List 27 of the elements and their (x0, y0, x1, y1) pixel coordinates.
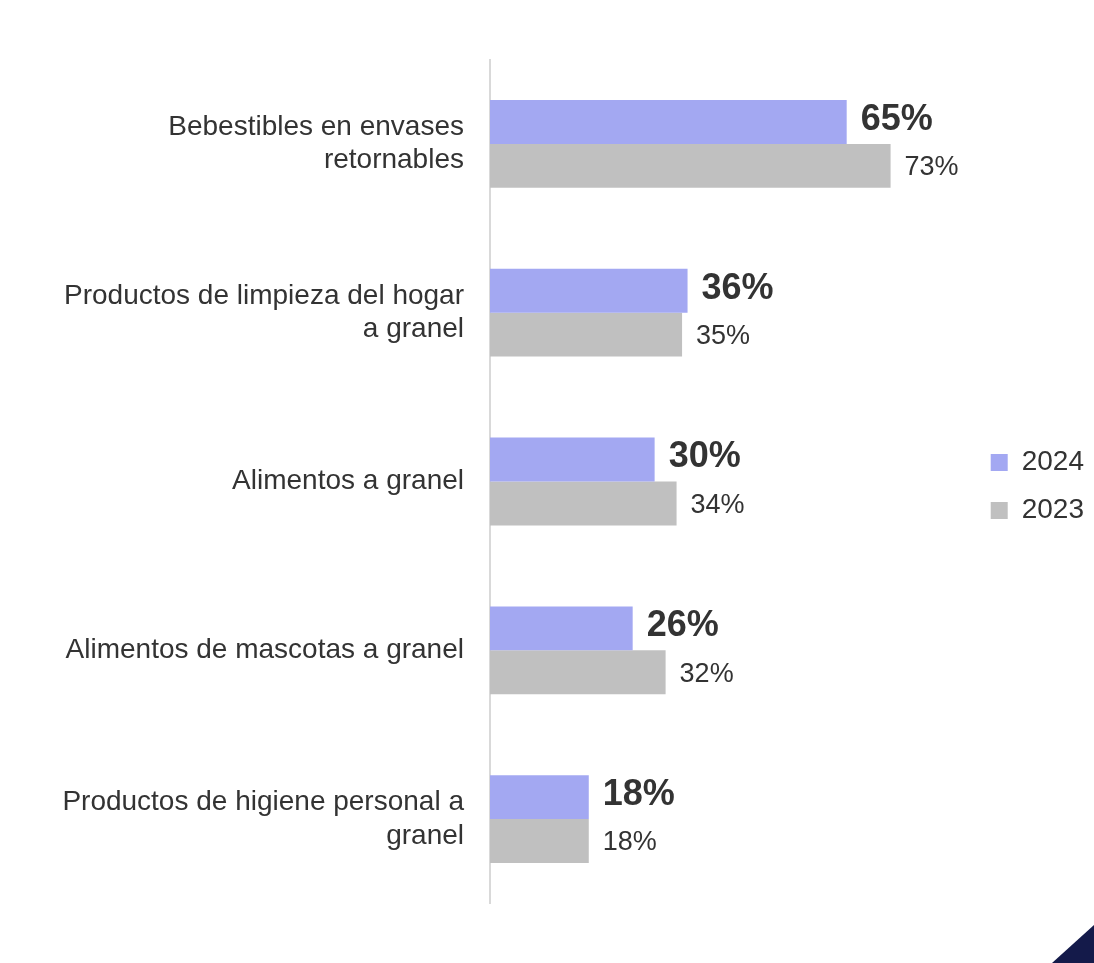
y-tick-label: Alimentos de mascotas a granel (65, 632, 464, 664)
bar (490, 819, 589, 863)
data-label: 26% (646, 603, 719, 645)
data-label: 36% (701, 265, 774, 307)
bar (490, 775, 589, 820)
bar (490, 268, 688, 313)
y-tick-label: Productos de higiene personal a granel (62, 784, 465, 850)
y-tick-label: Bebestibles en envases retornables (168, 109, 464, 175)
legend-label: 2024 (1021, 445, 1085, 477)
legend-label: 2023 (1021, 493, 1085, 525)
bar (490, 650, 666, 695)
bar (490, 437, 655, 482)
bar (490, 312, 683, 357)
data-label: 18% (602, 772, 675, 813)
bar (490, 143, 891, 188)
data-label: 34% (690, 488, 745, 519)
bar (490, 481, 677, 526)
data-label: 30% (668, 434, 741, 476)
bar (490, 606, 633, 651)
data-label: 65% (860, 96, 933, 138)
y-tick-label: Alimentos a granel (232, 464, 464, 496)
data-label: 73% (904, 151, 959, 182)
bar (490, 100, 847, 144)
data-label: 18% (602, 826, 657, 857)
data-label: 35% (696, 320, 751, 351)
data-label: 32% (679, 657, 734, 688)
y-tick-label: Productos de limpieza del hogar a granel (63, 278, 464, 344)
